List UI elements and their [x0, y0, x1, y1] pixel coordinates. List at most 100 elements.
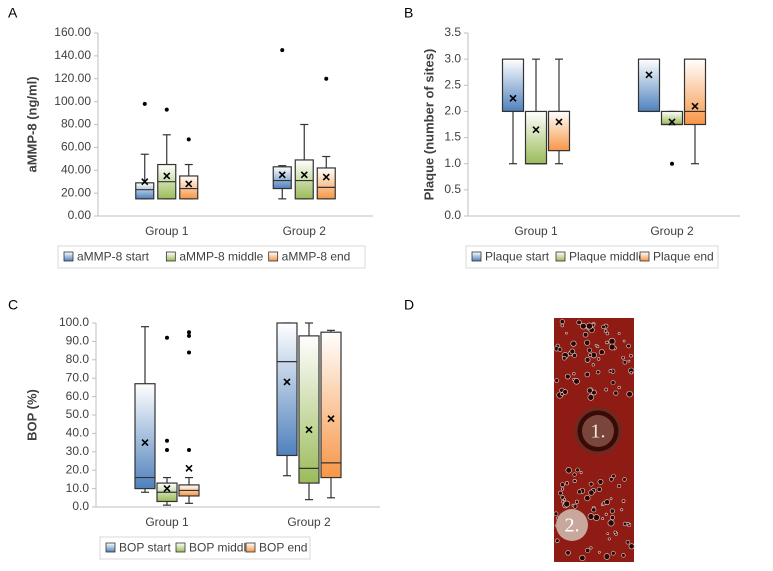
- legend-label: BOP middle: [189, 541, 253, 555]
- bubble: [617, 385, 621, 390]
- bubble: [565, 331, 568, 335]
- chart: 0.00 20.00 40.00 60.00 80.00 100.00 120.00 140.…: [24, 25, 373, 269]
- bubble: [604, 387, 608, 392]
- chart: 0.0 0.5 1.0 1.5 2.0 2.5 3.0 3.5 Plaque (number o…: [421, 25, 740, 269]
- y-tick-label: 1.0: [444, 156, 461, 170]
- legend-label: aMMP-8 end: [282, 250, 351, 264]
- well: [556, 509, 588, 541]
- bubble: [588, 489, 595, 496]
- bubble: [586, 387, 593, 394]
- bubble: [605, 331, 610, 336]
- bubble: [607, 519, 615, 527]
- mean-stroke: [691, 102, 699, 110]
- bubble: [609, 476, 614, 482]
- x-tick-label: Group 1: [145, 224, 189, 238]
- bubble: [598, 349, 605, 356]
- panel-label: D: [404, 297, 414, 313]
- bubble: [604, 512, 608, 516]
- mean-stroke: [509, 94, 517, 102]
- y-tick-label: 140.00: [54, 48, 91, 62]
- bubble: [561, 500, 565, 504]
- panel-label: B: [404, 5, 413, 21]
- mean-marker: [305, 426, 313, 434]
- bubble: [580, 322, 587, 330]
- y-tick-label: 80.0: [66, 352, 90, 366]
- bubble: [621, 355, 626, 360]
- outlier: [142, 101, 147, 106]
- bubble: [627, 359, 631, 363]
- mean-stroke: [185, 180, 193, 188]
- y-tick-label: 90.0: [66, 334, 90, 348]
- outlier: [280, 48, 285, 53]
- outlier: [324, 76, 329, 81]
- bubble: [622, 360, 628, 365]
- mean-marker: [163, 172, 171, 180]
- y-tick-label: 3.5: [444, 25, 461, 39]
- bubble: [597, 479, 604, 485]
- y-tick-label: 2.5: [444, 77, 461, 91]
- mean-stroke: [555, 118, 563, 126]
- bubble: [594, 343, 598, 347]
- bubble: [579, 554, 586, 562]
- bubble: [597, 550, 601, 554]
- legend-label: Plaque middle: [569, 250, 645, 264]
- mean-stroke: [327, 415, 335, 423]
- bubble: [557, 347, 563, 352]
- mean-stroke: [532, 126, 540, 134]
- bubble: [572, 478, 577, 484]
- y-tick-label: 60.0: [66, 389, 90, 403]
- bubble: [611, 473, 616, 479]
- legend-frame: [99, 536, 311, 560]
- bubble: [608, 369, 613, 374]
- mean-marker: [141, 439, 149, 447]
- outlier: [165, 335, 169, 340]
- box: [501, 58, 525, 113]
- legend-swatch: [63, 251, 74, 262]
- mean-marker: [278, 171, 286, 179]
- x-tick-label: Group 1: [514, 224, 558, 238]
- y-tick-label: 70.0: [66, 370, 90, 384]
- bubble: [603, 553, 611, 560]
- y-tick-label: 20.0: [66, 462, 90, 476]
- bubble: [572, 472, 577, 477]
- bubble: [584, 356, 591, 363]
- box: [547, 110, 571, 152]
- box: [524, 110, 548, 165]
- legend-label: BOP end: [259, 541, 307, 555]
- legend-label: Plaque start: [485, 250, 550, 264]
- box: [320, 331, 342, 479]
- bubble: [622, 477, 627, 482]
- mean-stroke: [322, 173, 330, 181]
- y-tick-label: 120.00: [54, 71, 91, 85]
- legend-swatch: [268, 251, 279, 262]
- y-axis-title: Plaque (number of sites): [421, 49, 436, 201]
- legend: aMMP-8 start aMMP-8 middle aMMP-8 end: [57, 245, 366, 269]
- legend-frame: [57, 245, 366, 269]
- bubble: [613, 390, 619, 396]
- outlier: [187, 330, 191, 335]
- y-tick-label: 0.0: [444, 208, 461, 222]
- bubble: [607, 537, 611, 541]
- mean-stroke: [300, 171, 308, 179]
- bubble: [579, 471, 583, 474]
- bubble: [610, 514, 615, 520]
- outlier: [165, 447, 169, 452]
- y-tick-label: 50.0: [66, 407, 90, 421]
- bubble: [591, 507, 597, 513]
- y-tick-label: 3.0: [444, 51, 461, 65]
- bubble: [609, 508, 615, 514]
- box: [637, 58, 661, 113]
- outlier: [186, 137, 191, 142]
- legend: BOP start BOP middle BOP end: [99, 536, 311, 560]
- bubble: [572, 372, 576, 376]
- bubble: [589, 546, 593, 550]
- box: [134, 383, 156, 490]
- bubble: [586, 322, 593, 330]
- mean-stroke: [141, 439, 149, 447]
- y-tick-label: 0.5: [444, 182, 461, 196]
- mean-marker: [532, 126, 540, 134]
- bubble: [575, 467, 580, 473]
- mean-stroke: [283, 378, 291, 386]
- outlier: [164, 107, 169, 112]
